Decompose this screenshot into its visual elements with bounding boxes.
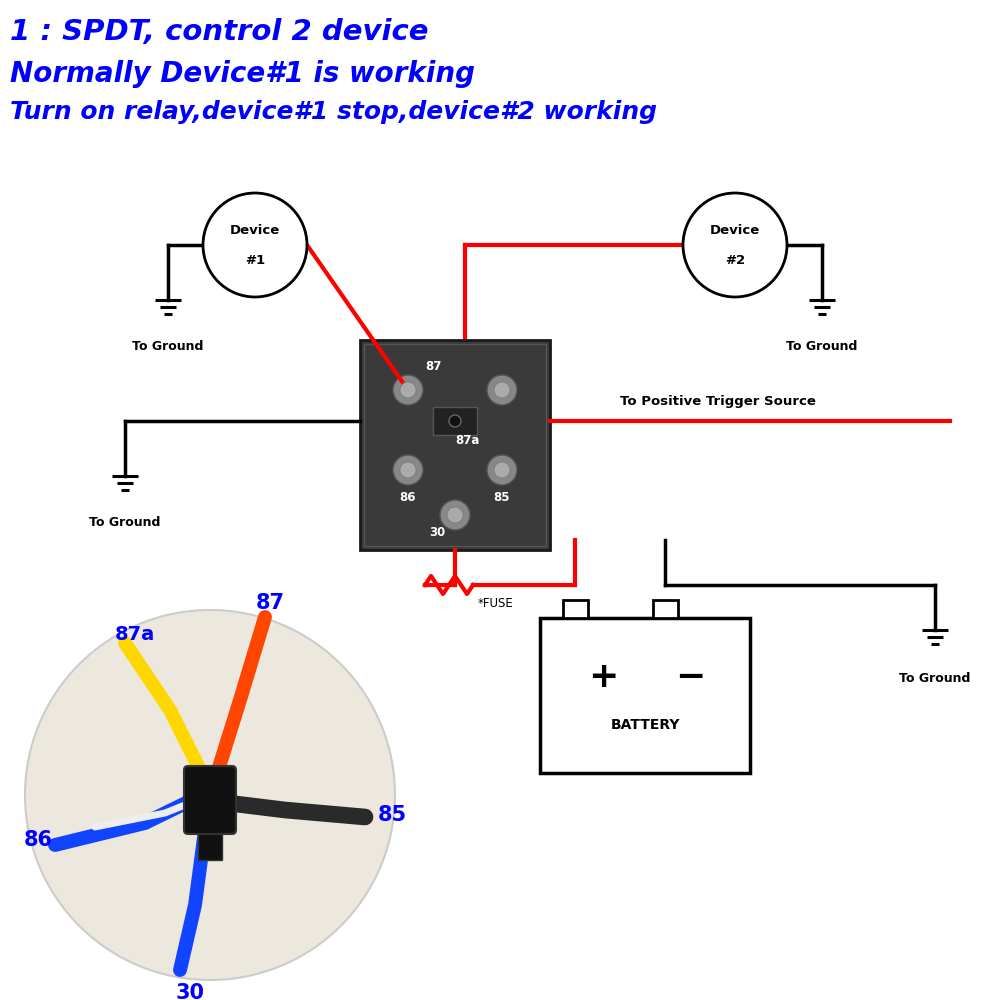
- Text: 86: 86: [400, 491, 416, 504]
- Circle shape: [440, 500, 470, 530]
- Text: 85: 85: [378, 805, 407, 825]
- Circle shape: [447, 507, 463, 523]
- Text: To Ground: To Ground: [89, 516, 161, 529]
- Text: 87a: 87a: [455, 434, 479, 446]
- Text: 30: 30: [429, 526, 445, 540]
- Circle shape: [494, 382, 510, 398]
- Circle shape: [400, 382, 416, 398]
- Text: Device: Device: [230, 225, 280, 237]
- Bar: [653, 599, 678, 617]
- Circle shape: [400, 462, 416, 478]
- Bar: [540, 617, 750, 772]
- Circle shape: [203, 193, 307, 297]
- Bar: [563, 599, 588, 617]
- Text: 87a: 87a: [115, 626, 155, 645]
- Circle shape: [494, 462, 510, 478]
- Text: To Ground: To Ground: [786, 340, 858, 353]
- Text: Turn on relay,device#1 stop,device#2 working: Turn on relay,device#1 stop,device#2 wor…: [10, 100, 657, 124]
- Text: 1 : SPDT, control 2 device: 1 : SPDT, control 2 device: [10, 18, 428, 46]
- Circle shape: [393, 375, 423, 405]
- Text: #1: #1: [245, 254, 265, 267]
- Text: Normally Device#1 is working: Normally Device#1 is working: [10, 60, 475, 88]
- Circle shape: [683, 193, 787, 297]
- Text: #2: #2: [725, 254, 745, 267]
- Text: 86: 86: [24, 830, 53, 850]
- Text: +: +: [588, 660, 618, 694]
- Text: To Ground: To Ground: [132, 340, 204, 353]
- Bar: [198, 830, 222, 860]
- Circle shape: [25, 610, 395, 980]
- Text: 87: 87: [256, 593, 285, 613]
- Text: 85: 85: [494, 491, 510, 504]
- Text: To Ground: To Ground: [899, 672, 971, 685]
- Text: 87: 87: [425, 360, 441, 373]
- Text: *FUSE: *FUSE: [478, 597, 514, 610]
- Bar: [433, 407, 477, 435]
- Text: Device: Device: [710, 225, 760, 237]
- FancyBboxPatch shape: [184, 766, 236, 834]
- Circle shape: [487, 455, 517, 485]
- Text: −: −: [675, 660, 705, 694]
- Text: To Positive Trigger Source: To Positive Trigger Source: [620, 395, 816, 408]
- Text: 30: 30: [176, 983, 205, 1000]
- Circle shape: [487, 375, 517, 405]
- Text: BATTERY: BATTERY: [610, 718, 680, 732]
- FancyBboxPatch shape: [360, 340, 550, 550]
- Circle shape: [449, 415, 461, 427]
- Circle shape: [393, 455, 423, 485]
